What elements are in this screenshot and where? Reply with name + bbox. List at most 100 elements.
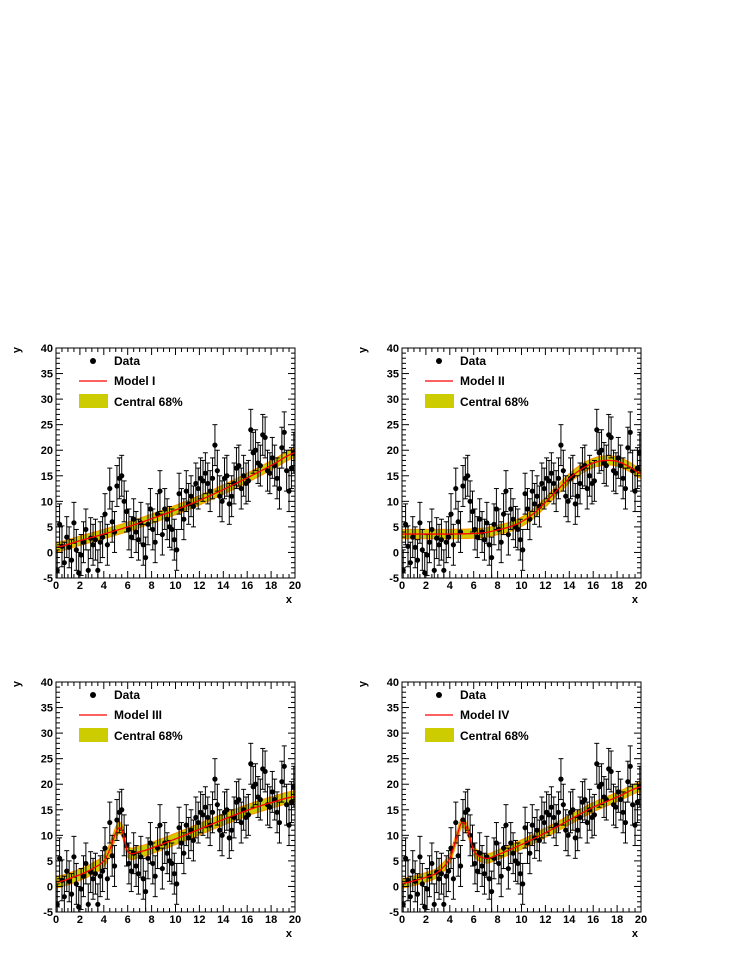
data-marker [195,819,201,826]
data-point [591,459,597,502]
data-marker [188,493,194,499]
data-marker [193,814,199,821]
data-point [116,457,122,500]
data-point [479,845,485,887]
data-point [126,508,132,551]
data-marker [217,827,223,833]
data-point [281,745,287,788]
data-marker [539,814,545,821]
y-tick-label: 15 [387,471,399,483]
data-marker [140,542,146,548]
y-axis-label: y [11,346,23,353]
data-marker [288,465,295,471]
data-marker [214,802,220,808]
data-marker [608,434,614,441]
data-marker [598,781,605,787]
data-marker [441,901,447,907]
data-point [176,472,182,515]
legend-band-label: Central 68% [114,729,183,743]
data-point [107,467,113,510]
data-point [634,447,641,490]
data-marker [618,462,624,469]
y-tick-label: 30 [387,394,399,406]
data-point [217,809,223,852]
data-point [414,539,421,578]
data-marker [56,901,60,907]
data-point [467,480,473,523]
data-marker [608,768,614,775]
data-point [510,832,516,875]
data-marker [202,804,208,810]
data-point [260,747,266,790]
y-tick-label: 25 [41,420,53,432]
y-tick-label: 10 [41,496,53,508]
x-tick-label: 20 [289,914,301,926]
data-marker [429,860,435,867]
data-point [64,516,70,559]
data-marker [460,483,466,489]
data-point [500,827,507,870]
data-marker [448,845,454,851]
data-point [212,424,218,467]
data-marker [190,503,197,510]
data-point [512,505,519,548]
data-marker [104,876,110,882]
data-point [558,424,564,467]
data-point [61,875,67,912]
y-tick-label: 10 [387,830,399,842]
legend-data-label: Data [114,354,140,368]
data-marker [424,552,430,558]
data-point [565,480,571,523]
data-marker [83,526,89,533]
data-marker [517,871,523,877]
data-marker [85,567,91,573]
data-marker [248,761,254,767]
data-point [159,847,165,890]
data-point [587,454,593,497]
data-points [402,742,641,912]
data-marker [269,455,275,461]
y-tick-label: 25 [387,754,399,766]
data-marker [181,516,187,522]
data-point [625,426,631,469]
legend-band-label: Central 68% [460,395,529,409]
data-point [582,444,588,487]
data-point [522,806,528,849]
data-marker [171,871,177,877]
data-marker [412,544,418,550]
data-point [515,842,521,885]
data-marker [434,535,440,541]
data-marker [226,501,232,507]
data-marker [486,542,492,548]
data-point [159,513,165,556]
data-point [288,781,295,824]
legend: Data Model I Central 68% [79,354,183,409]
data-marker [446,868,452,874]
data-point [484,835,490,878]
data-marker [520,881,526,887]
data-marker [224,473,230,479]
data-point [97,855,103,898]
data-marker [572,501,578,507]
x-tick-label: 6 [125,580,131,592]
data-marker [133,863,139,869]
data-point [489,870,495,912]
data-point [577,462,583,505]
data-point [231,462,237,505]
x-tick-label: 4 [101,914,108,926]
legend-model-label: Model I [114,374,155,388]
data-point [61,541,67,578]
data-marker [207,488,213,494]
data-point [219,480,225,523]
data-point [474,850,480,893]
legend-entry-model: Model II [425,374,505,388]
data-marker [183,488,189,494]
data-point [83,508,89,551]
legend-entry-band: Central 68% [79,394,183,409]
data-marker [474,868,480,874]
data-point [97,521,103,564]
data-marker [424,886,430,892]
data-point [152,855,158,898]
data-marker [627,429,633,435]
data-marker [429,526,435,533]
